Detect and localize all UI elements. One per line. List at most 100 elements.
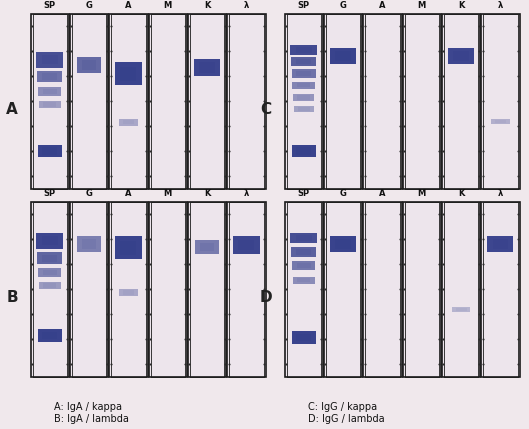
Bar xyxy=(233,236,260,254)
Text: G: G xyxy=(340,1,346,10)
Text: K: K xyxy=(204,1,210,10)
Bar xyxy=(363,13,402,188)
Bar xyxy=(441,13,481,189)
Text: M: M xyxy=(163,189,172,198)
Text: G: G xyxy=(86,189,93,198)
Text: A: A xyxy=(379,1,386,10)
Bar xyxy=(330,48,356,64)
Bar xyxy=(365,202,399,377)
Bar xyxy=(108,13,148,189)
Bar xyxy=(483,202,517,377)
Bar xyxy=(293,94,314,101)
Bar xyxy=(448,48,474,64)
Bar xyxy=(285,202,323,377)
Text: A: A xyxy=(125,189,132,198)
Bar xyxy=(324,202,362,377)
Bar xyxy=(30,13,266,189)
Text: D: IgG / lambda: D: IgG / lambda xyxy=(307,414,384,424)
Bar xyxy=(227,13,266,188)
Bar xyxy=(30,201,266,377)
Bar xyxy=(30,13,69,189)
Bar xyxy=(442,13,480,188)
Bar xyxy=(365,13,399,188)
Bar xyxy=(38,329,62,342)
Bar xyxy=(111,202,145,377)
Bar xyxy=(284,201,323,377)
Bar xyxy=(42,236,58,245)
Bar xyxy=(38,268,61,277)
Bar xyxy=(120,241,136,254)
Bar xyxy=(187,13,226,189)
Bar xyxy=(297,278,310,282)
Bar xyxy=(37,52,63,67)
Text: A: IgA / kappa: A: IgA / kappa xyxy=(53,402,122,412)
Text: λ: λ xyxy=(244,189,249,198)
Bar xyxy=(43,103,56,107)
Bar xyxy=(483,13,517,188)
Bar xyxy=(70,202,108,377)
Bar xyxy=(150,202,185,377)
Text: K: K xyxy=(204,189,210,198)
Bar xyxy=(72,202,106,377)
Bar xyxy=(38,145,62,157)
Bar xyxy=(444,13,478,188)
Bar xyxy=(335,239,351,249)
Bar xyxy=(37,233,63,248)
Bar xyxy=(481,13,519,188)
Bar xyxy=(109,202,148,377)
Bar xyxy=(31,13,69,188)
Text: G: G xyxy=(340,189,346,198)
Bar xyxy=(32,13,67,188)
Bar xyxy=(39,282,60,289)
Bar xyxy=(405,13,439,188)
Bar xyxy=(42,254,57,262)
Text: SP: SP xyxy=(298,1,309,10)
Bar xyxy=(119,118,138,126)
Bar xyxy=(296,148,311,155)
Text: M: M xyxy=(417,1,426,10)
Bar xyxy=(453,51,469,61)
Bar xyxy=(69,13,108,189)
Text: A: A xyxy=(379,189,386,198)
Bar xyxy=(30,201,69,377)
Bar xyxy=(290,233,317,243)
Bar xyxy=(188,13,226,188)
Text: M: M xyxy=(163,1,172,10)
Bar xyxy=(291,57,316,66)
Bar xyxy=(405,202,439,377)
Bar xyxy=(403,13,441,188)
Bar xyxy=(297,83,311,87)
Bar xyxy=(298,107,309,111)
Text: K: K xyxy=(458,1,464,10)
Bar xyxy=(285,13,323,188)
Bar xyxy=(293,277,315,284)
Text: K: K xyxy=(458,189,464,198)
Bar xyxy=(148,201,187,377)
Bar xyxy=(148,13,187,189)
Bar xyxy=(227,202,266,377)
Bar xyxy=(229,202,263,377)
Bar xyxy=(363,13,402,189)
Text: λ: λ xyxy=(244,1,249,10)
Bar xyxy=(292,261,315,270)
Text: C: IgG / kappa: C: IgG / kappa xyxy=(307,402,377,412)
Bar xyxy=(69,201,108,377)
Bar xyxy=(291,69,316,78)
Bar xyxy=(200,242,214,251)
Text: M: M xyxy=(417,189,426,198)
Bar xyxy=(403,202,441,377)
Bar xyxy=(296,249,311,255)
Bar xyxy=(38,87,61,96)
Bar xyxy=(363,202,402,377)
Bar xyxy=(199,62,215,73)
Bar xyxy=(326,202,360,377)
Bar xyxy=(229,13,263,188)
Bar xyxy=(31,202,69,377)
Bar xyxy=(190,202,224,377)
Bar xyxy=(82,239,96,249)
Bar xyxy=(42,332,57,339)
Text: D: D xyxy=(260,290,272,305)
Bar xyxy=(37,252,62,264)
Bar xyxy=(111,13,145,188)
Bar xyxy=(296,47,312,53)
